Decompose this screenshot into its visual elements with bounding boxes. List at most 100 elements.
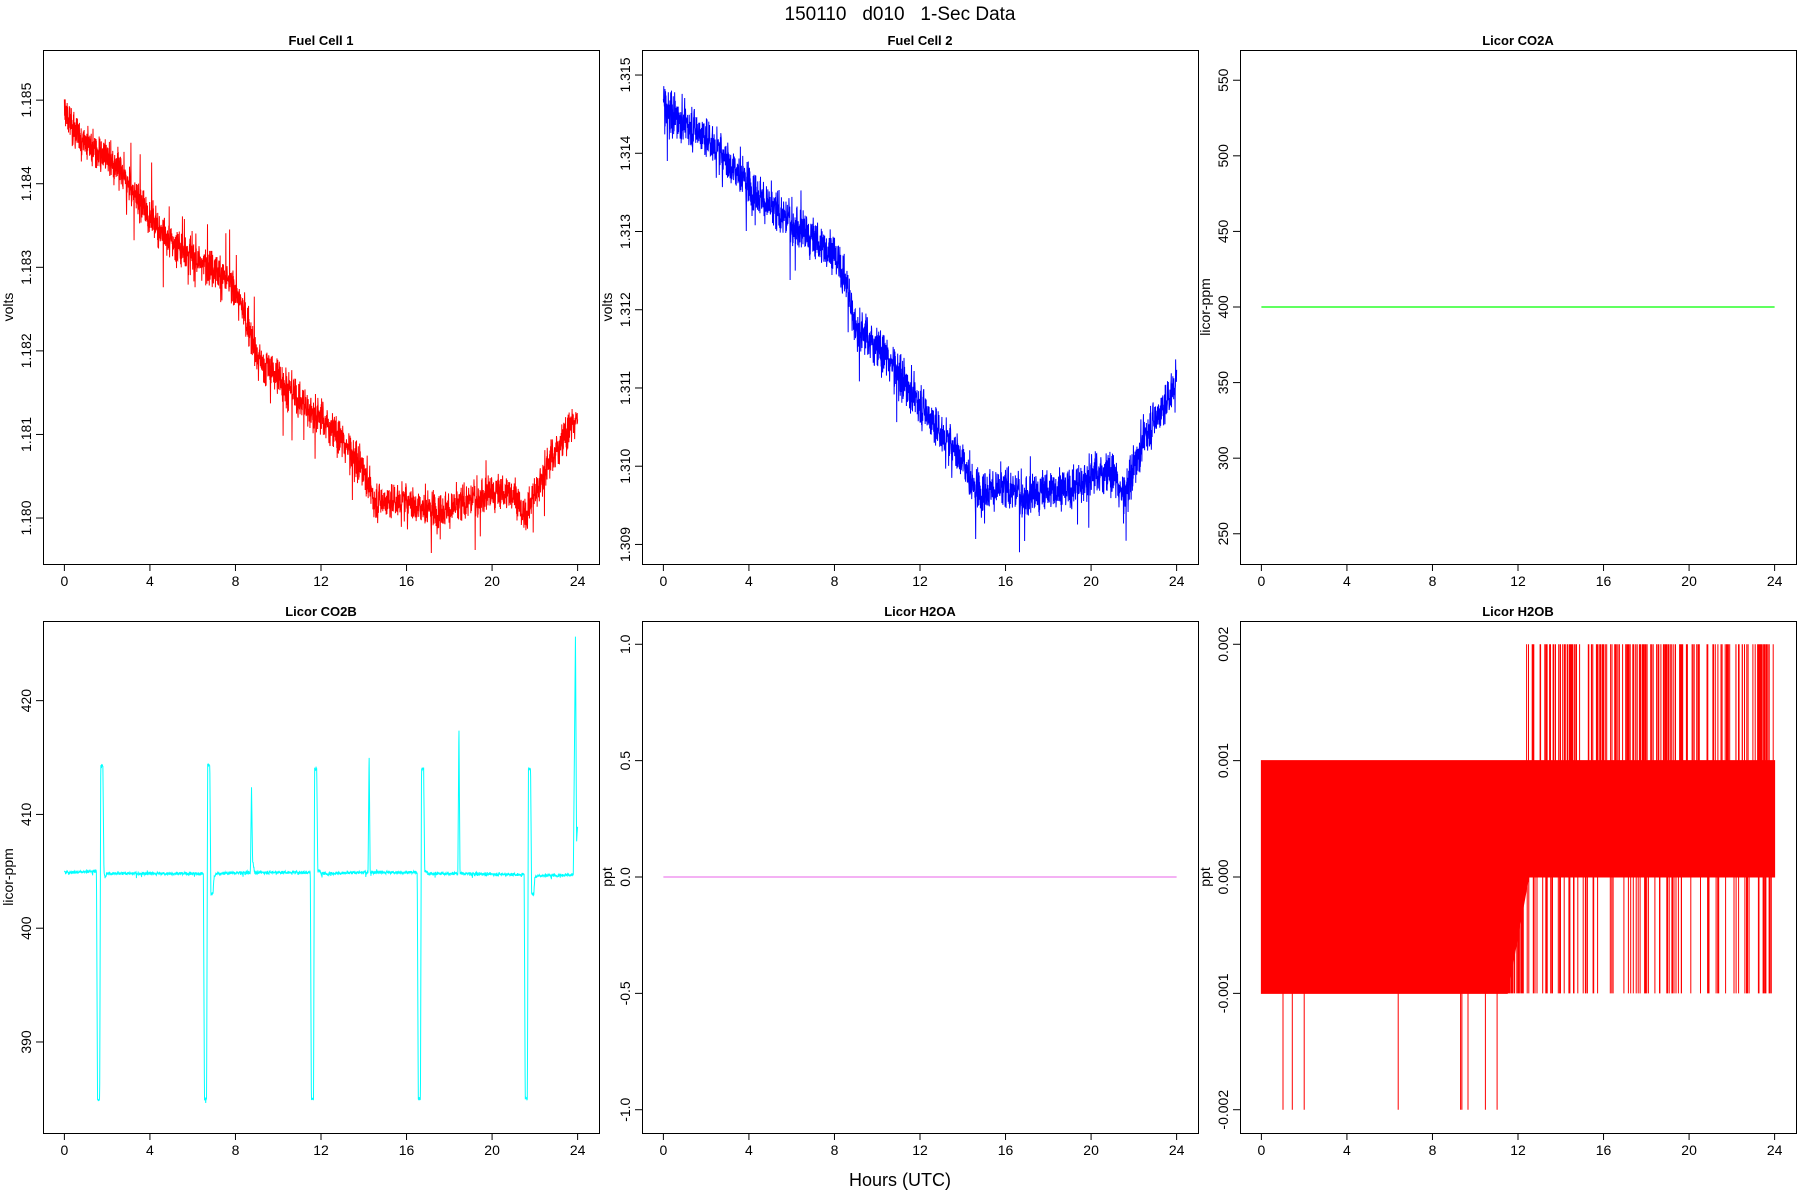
chart-panel-5: Licor H2OA ppt 0 4 8 12 16 20 24 -1.0 -0.5 0.0 0.5 1.… bbox=[599, 604, 1199, 1158]
plot-frame bbox=[43, 50, 600, 565]
x-tick-label: 12 bbox=[313, 1142, 329, 1158]
x-tick-label: 8 bbox=[831, 573, 839, 589]
x-tick-label: 8 bbox=[831, 1142, 839, 1158]
y-tick-label: 1.182 bbox=[18, 333, 34, 368]
x-tick-label: 12 bbox=[313, 573, 329, 589]
chart-panel-6: Licor H2OB ppt 0 4 8 12 16 20 24 -0.002 -0.001 0.00… bbox=[1197, 604, 1797, 1158]
x-tick-label: 0 bbox=[1257, 1142, 1265, 1158]
x-tick-label: 16 bbox=[1596, 573, 1612, 589]
plot-frame bbox=[642, 50, 1199, 565]
y-axis-label: licor-ppm bbox=[1197, 278, 1213, 336]
series-line bbox=[63, 99, 579, 553]
chart-title: Licor H2OA bbox=[884, 604, 956, 619]
x-tick-label: 12 bbox=[1510, 1142, 1526, 1158]
x-tick-label: 20 bbox=[1681, 573, 1697, 589]
x-tick-label: 12 bbox=[912, 573, 928, 589]
chart-panel-4: Licor CO2B licor-ppm 0 4 8 12 16 20 24 390 400 410 4… bbox=[0, 604, 600, 1158]
y-tick-label: 1.185 bbox=[18, 82, 34, 117]
x-tick-label: 20 bbox=[1083, 1142, 1099, 1158]
x-tick-label: 4 bbox=[1343, 1142, 1351, 1158]
y-tick-label: 0.5 bbox=[617, 751, 633, 771]
data-trace bbox=[63, 636, 579, 1103]
plot-frame bbox=[1240, 621, 1797, 1134]
chart-panel-2: Fuel Cell 2 volts 0 4 8 12 16 20 24 1.309 1.310 1.3… bbox=[599, 33, 1199, 589]
y-axis-label: licor-ppm bbox=[0, 848, 16, 906]
y-tick-label: 1.312 bbox=[617, 292, 633, 327]
y-tick-label: -1.0 bbox=[617, 1097, 633, 1121]
data-spikes bbox=[1261, 644, 1774, 1110]
chart-title: Licor CO2A bbox=[1482, 33, 1554, 48]
data-trace bbox=[662, 86, 1178, 553]
y-tick-label: 500 bbox=[1215, 144, 1231, 168]
x-tick-label: 16 bbox=[399, 573, 415, 589]
x-tick-label: 16 bbox=[998, 573, 1014, 589]
x-tick-label: 24 bbox=[570, 573, 586, 589]
chart-panel-3: Licor CO2A licor-ppm 0 4 8 12 16 20 24 250 300 350 4… bbox=[1197, 33, 1797, 589]
y-tick-label: 350 bbox=[1215, 371, 1231, 395]
x-tick-label: 12 bbox=[912, 1142, 928, 1158]
y-tick-label: -0.001 bbox=[1215, 973, 1231, 1013]
data-trace bbox=[63, 99, 579, 553]
page-title: 150110 d010 1-Sec Data bbox=[784, 4, 1016, 25]
x-tick-label: 8 bbox=[232, 573, 240, 589]
x-tick-label: 4 bbox=[745, 1142, 753, 1158]
x-tick-label: 24 bbox=[1767, 573, 1783, 589]
x-tick-label: 20 bbox=[484, 1142, 500, 1158]
x-tick-label: 0 bbox=[659, 1142, 667, 1158]
x-tick-label: 4 bbox=[745, 573, 753, 589]
x-tick-label: 20 bbox=[1083, 573, 1099, 589]
y-tick-label: 0.002 bbox=[1215, 627, 1231, 662]
x-tick-label: 4 bbox=[1343, 573, 1351, 589]
y-tick-label: 400 bbox=[1215, 295, 1231, 319]
y-tick-label: 0.001 bbox=[1215, 743, 1231, 778]
x-tick-label: 0 bbox=[60, 1142, 68, 1158]
x-tick-label: 24 bbox=[1767, 1142, 1783, 1158]
x-tick-label: 12 bbox=[1510, 573, 1526, 589]
y-tick-label: 390 bbox=[18, 1030, 34, 1054]
y-tick-label: 1.313 bbox=[617, 214, 633, 249]
y-tick-label: 1.309 bbox=[617, 527, 633, 562]
chart-panel-1: Fuel Cell 1 volts 0 4 8 12 16 20 24 1.180 1.181 1.1… bbox=[0, 33, 600, 589]
x-tick-label: 20 bbox=[484, 573, 500, 589]
y-tick-label: 420 bbox=[18, 689, 34, 713]
y-tick-label: 1.314 bbox=[617, 136, 633, 171]
y-axis-label: ppt bbox=[1197, 867, 1213, 887]
x-tick-label: 16 bbox=[1596, 1142, 1612, 1158]
y-tick-label: -0.002 bbox=[1215, 1090, 1231, 1130]
plot-frame bbox=[642, 621, 1199, 1134]
y-tick-label: 450 bbox=[1215, 220, 1231, 244]
y-tick-label: 1.315 bbox=[617, 57, 633, 92]
chart-title: Licor H2OB bbox=[1482, 604, 1554, 619]
x-tick-label: 4 bbox=[146, 573, 154, 589]
x-tick-label: 8 bbox=[1429, 1142, 1437, 1158]
y-tick-label: 1.311 bbox=[617, 371, 633, 405]
series-line bbox=[63, 636, 579, 1103]
series-line bbox=[1260, 644, 1776, 1110]
y-tick-label: 300 bbox=[1215, 446, 1231, 470]
x-tick-label: 24 bbox=[1169, 573, 1185, 589]
x-tick-label: 0 bbox=[60, 573, 68, 589]
chart-title: Fuel Cell 1 bbox=[288, 33, 353, 48]
y-tick-label: 1.181 bbox=[18, 417, 34, 452]
x-tick-label: 8 bbox=[232, 1142, 240, 1158]
y-tick-label: 1.0 bbox=[617, 634, 633, 654]
chart-title: Licor CO2B bbox=[285, 604, 357, 619]
x-tick-label: 0 bbox=[1257, 573, 1265, 589]
x-tick-label: 8 bbox=[1429, 573, 1437, 589]
y-tick-label: 400 bbox=[18, 916, 34, 940]
y-tick-label: 550 bbox=[1215, 68, 1231, 92]
x-tick-label: 4 bbox=[146, 1142, 154, 1158]
y-tick-label: 250 bbox=[1215, 522, 1231, 546]
y-axis-label: volts bbox=[0, 293, 16, 322]
y-axis-label: volts bbox=[599, 293, 615, 322]
chart-title: Fuel Cell 2 bbox=[887, 33, 952, 48]
x-tick-label: 20 bbox=[1681, 1142, 1697, 1158]
y-axis-label: ppt bbox=[599, 867, 615, 887]
x-tick-label: 16 bbox=[399, 1142, 415, 1158]
plot-frame bbox=[1240, 50, 1797, 565]
y-tick-label: 1.183 bbox=[18, 250, 34, 285]
y-tick-label: 1.180 bbox=[18, 500, 34, 535]
y-tick-label: 410 bbox=[18, 803, 34, 827]
y-tick-label: 1.184 bbox=[18, 166, 34, 201]
